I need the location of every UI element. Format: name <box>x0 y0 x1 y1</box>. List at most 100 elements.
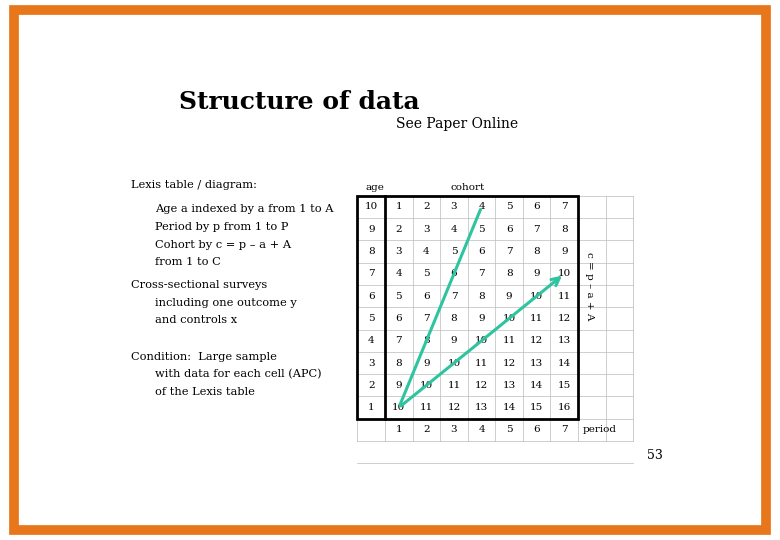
Text: 6: 6 <box>368 292 374 301</box>
Text: 9: 9 <box>451 336 457 345</box>
Text: 4: 4 <box>478 202 485 212</box>
Text: 11: 11 <box>502 336 516 345</box>
Text: 9: 9 <box>478 314 485 323</box>
Text: 9: 9 <box>505 292 512 301</box>
Text: See Paper Online: See Paper Online <box>396 117 518 131</box>
Text: with data for each cell (APC): with data for each cell (APC) <box>155 369 321 380</box>
Text: 6: 6 <box>505 225 512 234</box>
Text: 8: 8 <box>395 359 402 368</box>
Text: 7: 7 <box>561 202 568 212</box>
Text: 7: 7 <box>505 247 512 256</box>
Text: 3: 3 <box>368 359 374 368</box>
Text: 7: 7 <box>451 292 457 301</box>
Text: 6: 6 <box>451 269 457 278</box>
Text: 13: 13 <box>558 336 571 345</box>
Text: 1: 1 <box>368 403 374 412</box>
Text: Cross-sectional surveys: Cross-sectional surveys <box>131 280 267 290</box>
Text: 6: 6 <box>395 314 402 323</box>
Text: 14: 14 <box>558 359 571 368</box>
Text: 5: 5 <box>451 247 457 256</box>
Text: 10: 10 <box>448 359 461 368</box>
Text: 4: 4 <box>423 247 430 256</box>
Text: 14: 14 <box>502 403 516 412</box>
Text: 11: 11 <box>558 292 571 301</box>
Text: 16: 16 <box>558 403 571 412</box>
Text: 4: 4 <box>368 336 374 345</box>
Text: Condition:  Large sample: Condition: Large sample <box>131 352 277 362</box>
Text: Lexis table / diagram:: Lexis table / diagram: <box>131 179 257 190</box>
Text: of the Lexis table: of the Lexis table <box>155 387 255 397</box>
Text: Period by p from 1 to P: Period by p from 1 to P <box>155 222 289 232</box>
Text: 11: 11 <box>448 381 461 390</box>
Text: 10: 10 <box>392 403 406 412</box>
Text: Cohort by c = p – a + A: Cohort by c = p – a + A <box>155 240 291 250</box>
Text: cohort: cohort <box>451 184 485 192</box>
Text: 13: 13 <box>475 403 488 412</box>
Text: 10: 10 <box>530 292 544 301</box>
Text: 7: 7 <box>478 269 485 278</box>
Text: 3: 3 <box>395 247 402 256</box>
Text: 5: 5 <box>505 426 512 435</box>
Text: 12: 12 <box>475 381 488 390</box>
Text: including one outcome y: including one outcome y <box>155 298 296 308</box>
Text: 1: 1 <box>395 202 402 212</box>
Text: 6: 6 <box>423 292 430 301</box>
Text: 5: 5 <box>423 269 430 278</box>
Bar <box>357 196 578 419</box>
Text: 9: 9 <box>368 225 374 234</box>
Text: 14: 14 <box>530 381 544 390</box>
Text: 3: 3 <box>451 426 457 435</box>
Text: 2: 2 <box>423 202 430 212</box>
Text: 4: 4 <box>395 269 402 278</box>
Text: 4: 4 <box>478 426 485 435</box>
Text: 2: 2 <box>368 381 374 390</box>
Text: 15: 15 <box>530 403 544 412</box>
Text: c = p – a + A: c = p – a + A <box>585 252 594 321</box>
Text: from 1 to C: from 1 to C <box>155 257 221 267</box>
Text: 13: 13 <box>530 359 544 368</box>
Text: 4: 4 <box>451 225 457 234</box>
Text: 8: 8 <box>423 336 430 345</box>
Text: 10: 10 <box>420 381 433 390</box>
Text: 12: 12 <box>502 359 516 368</box>
Text: 3: 3 <box>451 202 457 212</box>
Text: 10: 10 <box>364 202 378 212</box>
Text: 13: 13 <box>502 381 516 390</box>
Text: 7: 7 <box>534 225 540 234</box>
Text: 7: 7 <box>368 269 374 278</box>
Text: 6: 6 <box>534 202 540 212</box>
Text: 2: 2 <box>423 426 430 435</box>
Text: 15: 15 <box>558 381 571 390</box>
Text: 8: 8 <box>561 225 568 234</box>
Text: 5: 5 <box>368 314 374 323</box>
Text: 53: 53 <box>647 449 663 462</box>
Text: 6: 6 <box>478 247 485 256</box>
Text: 11: 11 <box>530 314 544 323</box>
Text: 10: 10 <box>558 269 571 278</box>
Text: 2: 2 <box>395 225 402 234</box>
Text: Structure of data: Structure of data <box>179 90 420 114</box>
Text: 8: 8 <box>534 247 540 256</box>
Text: period: period <box>583 426 617 435</box>
Text: 9: 9 <box>534 269 540 278</box>
Text: 10: 10 <box>502 314 516 323</box>
Text: 12: 12 <box>448 403 461 412</box>
Text: 7: 7 <box>423 314 430 323</box>
Text: age: age <box>366 184 385 192</box>
Text: 3: 3 <box>423 225 430 234</box>
Text: 7: 7 <box>561 426 568 435</box>
Text: 11: 11 <box>420 403 433 412</box>
Text: 5: 5 <box>478 225 485 234</box>
Text: 8: 8 <box>451 314 457 323</box>
Text: 11: 11 <box>475 359 488 368</box>
Text: 9: 9 <box>423 359 430 368</box>
Text: 12: 12 <box>558 314 571 323</box>
Text: 8: 8 <box>478 292 485 301</box>
Text: 8: 8 <box>368 247 374 256</box>
Text: 5: 5 <box>505 202 512 212</box>
Text: 6: 6 <box>534 426 540 435</box>
Text: 10: 10 <box>475 336 488 345</box>
Text: 9: 9 <box>561 247 568 256</box>
Text: 5: 5 <box>395 292 402 301</box>
Text: and controls x: and controls x <box>155 315 237 325</box>
